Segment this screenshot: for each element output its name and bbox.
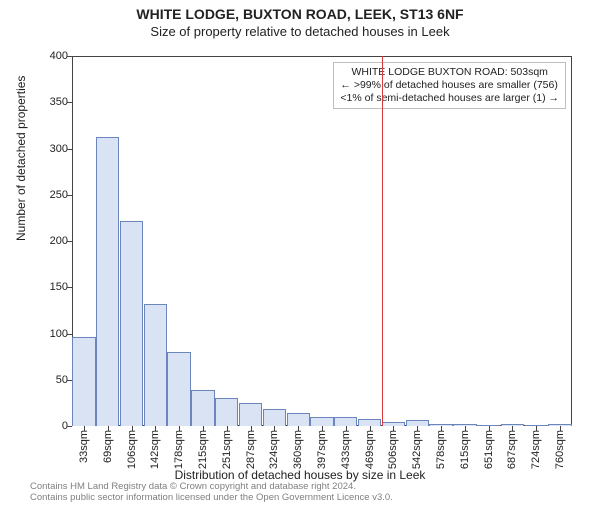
annotation-line-2: ← >99% of detached houses are smaller (7… xyxy=(340,79,559,92)
x-tick-label: 215sqm xyxy=(197,430,209,469)
histogram-bar xyxy=(287,413,310,426)
y-tick-label: 100 xyxy=(38,328,68,340)
x-tick-label: 724sqm xyxy=(530,430,542,469)
x-tick-label: 687sqm xyxy=(506,430,518,469)
annotation-line-1: WHITE LODGE BUXTON ROAD: 503sqm xyxy=(340,66,559,79)
y-tick-mark xyxy=(67,287,72,288)
x-tick-label: 615sqm xyxy=(459,430,471,469)
histogram-bar xyxy=(96,137,119,426)
x-tick-label: 69sqm xyxy=(102,430,114,463)
y-tick-label: 0 xyxy=(38,420,68,432)
histogram-bar xyxy=(144,304,167,426)
y-axis-label: Number of detached properties xyxy=(14,76,28,241)
histogram-bar xyxy=(263,409,286,426)
x-tick-label: 33sqm xyxy=(78,430,90,463)
x-tick-label: 760sqm xyxy=(554,430,566,469)
x-tick-label: 397sqm xyxy=(316,430,328,469)
y-tick-label: 200 xyxy=(38,235,68,247)
y-tick-mark xyxy=(67,426,72,427)
x-tick-label: 106sqm xyxy=(126,430,138,469)
y-tick-label: 350 xyxy=(38,96,68,108)
x-tick-label: 542sqm xyxy=(411,430,423,469)
y-tick-label: 50 xyxy=(38,374,68,386)
x-tick-label: 178sqm xyxy=(173,430,185,469)
y-tick-mark xyxy=(67,102,72,103)
x-tick-label: 433sqm xyxy=(340,430,352,469)
x-tick-label: 506sqm xyxy=(387,430,399,469)
chart-title: WHITE LODGE, BUXTON ROAD, LEEK, ST13 6NF xyxy=(0,6,600,22)
chart-subtitle: Size of property relative to detached ho… xyxy=(0,24,600,39)
histogram-bar xyxy=(334,417,357,426)
property-marker-line xyxy=(382,56,383,426)
x-tick-label: 651sqm xyxy=(483,430,495,469)
x-tick-label: 287sqm xyxy=(245,430,257,469)
y-tick-mark xyxy=(67,334,72,335)
y-tick-label: 400 xyxy=(38,50,68,62)
histogram-bar xyxy=(167,352,190,426)
y-tick-mark xyxy=(67,195,72,196)
annotation-box: WHITE LODGE BUXTON ROAD: 503sqm ← >99% o… xyxy=(333,62,566,109)
y-tick-label: 300 xyxy=(38,143,68,155)
histogram-bar xyxy=(310,417,333,426)
footer-attribution: Contains HM Land Registry data © Crown c… xyxy=(30,482,590,504)
y-tick-label: 250 xyxy=(38,189,68,201)
y-tick-label: 150 xyxy=(38,281,68,293)
histogram-bar xyxy=(358,419,381,426)
histogram-bar xyxy=(191,390,214,426)
footer-line-2: Contains public sector information licen… xyxy=(30,493,590,504)
annotation-line-3: <1% of semi-detached houses are larger (… xyxy=(340,92,559,105)
x-tick-label: 469sqm xyxy=(364,430,376,469)
histogram-bar xyxy=(239,403,262,426)
y-tick-mark xyxy=(67,241,72,242)
x-tick-label: 251sqm xyxy=(221,430,233,469)
x-tick-label: 578sqm xyxy=(435,430,447,469)
x-axis-label: Distribution of detached houses by size … xyxy=(0,468,600,482)
x-tick-label: 142sqm xyxy=(149,430,161,469)
y-tick-mark xyxy=(67,149,72,150)
histogram-bar xyxy=(215,398,238,426)
x-tick-label: 324sqm xyxy=(268,430,280,469)
y-tick-mark xyxy=(67,56,72,57)
histogram-bar xyxy=(120,221,143,426)
x-tick-label: 360sqm xyxy=(292,430,304,469)
chart-plot-area: WHITE LODGE BUXTON ROAD: 503sqm ← >99% o… xyxy=(72,56,572,426)
histogram-bar xyxy=(72,337,95,426)
